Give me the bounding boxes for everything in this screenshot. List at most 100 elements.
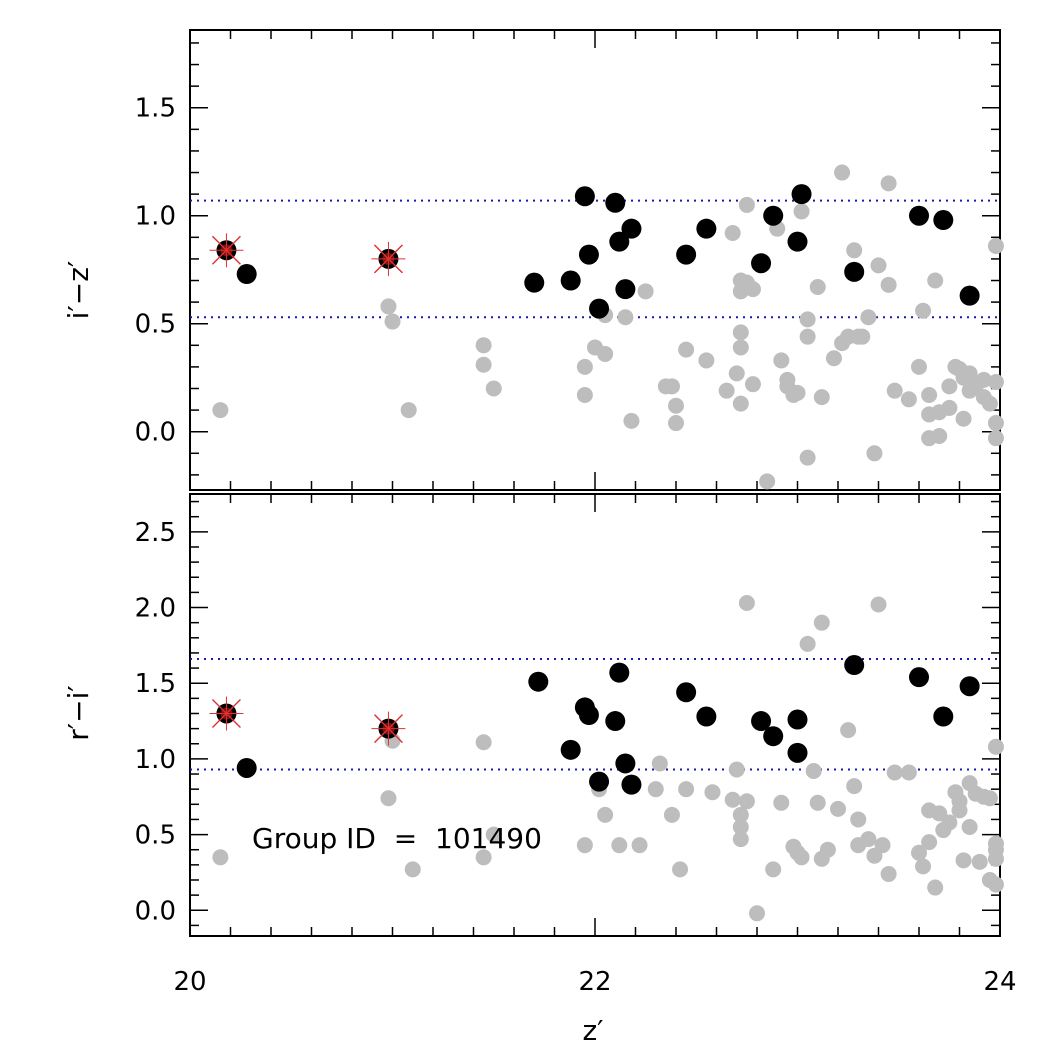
bottom-field-galaxy-point xyxy=(380,790,397,807)
bottom-member-galaxy-point xyxy=(763,726,784,747)
top-field-galaxy-point xyxy=(732,324,749,341)
bottom-field-galaxy-point xyxy=(900,764,917,781)
bottom-member-galaxy-point xyxy=(605,711,626,732)
top-field-galaxy-point xyxy=(475,337,492,354)
bottom-y-tick-label: 2.5 xyxy=(135,518,176,548)
top-member-galaxy-point xyxy=(844,261,865,282)
bottom-member-galaxy-point xyxy=(621,774,642,795)
top-field-galaxy-point xyxy=(212,402,229,419)
top-field-galaxy-point xyxy=(475,356,492,373)
bottom-y-tick-label: 0.0 xyxy=(135,896,176,926)
top-member-galaxy-point xyxy=(933,210,954,231)
top-field-galaxy-point xyxy=(732,395,749,412)
top-member-galaxy-point xyxy=(236,264,257,285)
top-field-galaxy-point xyxy=(617,309,634,326)
bottom-field-galaxy-point xyxy=(819,841,836,858)
top-field-galaxy-point xyxy=(955,410,972,427)
top-field-galaxy-point xyxy=(668,415,684,432)
bottom-field-galaxy-point xyxy=(738,793,755,810)
bottom-field-galaxy-point xyxy=(404,861,421,878)
bottom-field-galaxy-point xyxy=(955,852,972,869)
bottom-field-galaxy-point xyxy=(987,850,1004,867)
x-tick-label: 22 xyxy=(578,967,611,997)
bottom-field-galaxy-point xyxy=(830,800,846,817)
top-field-galaxy-point xyxy=(744,376,761,393)
bottom-field-galaxy-point xyxy=(631,837,648,854)
bottom-field-galaxy-point xyxy=(732,806,749,823)
top-field-galaxy-point xyxy=(846,242,863,259)
top-member-galaxy-point xyxy=(621,218,642,239)
bottom-field-galaxy-point xyxy=(485,826,502,843)
top-field-galaxy-point xyxy=(728,365,745,382)
bottom-field-galaxy-point xyxy=(475,849,492,866)
bottom-field-galaxy-point xyxy=(597,806,614,823)
top-field-galaxy-point xyxy=(880,175,897,192)
bottom-y-tick-label: 1.5 xyxy=(135,669,176,699)
top-field-galaxy-point xyxy=(637,283,654,300)
top-member-galaxy-point xyxy=(578,244,599,265)
x-axis-label: z′ xyxy=(582,1014,603,1047)
top-y-axis-label: i′−z′ xyxy=(62,261,95,320)
bottom-panel: 0.0 0.5 1.0 1.5 2.0 2.5 20 22 24 xyxy=(135,493,1017,997)
bottom-field-galaxy-point xyxy=(576,837,593,854)
bottom-field-galaxy-point xyxy=(672,861,689,878)
bottom-member-galaxy-point xyxy=(676,682,697,703)
bottom-member-galaxy-point xyxy=(609,662,630,683)
group-id-annotation: Group ID = 101490 xyxy=(252,822,542,855)
bottom-member-galaxy-point xyxy=(751,711,772,732)
top-field-galaxy-point xyxy=(854,328,871,345)
bottom-field-galaxy-point xyxy=(846,778,863,795)
bottom-field-galaxy-point xyxy=(728,761,745,778)
bottom-field-galaxy-point xyxy=(870,596,887,613)
bottom-member-galaxy-point xyxy=(615,753,636,774)
bottom-field-galaxy-point xyxy=(793,849,810,866)
top-field-galaxy-point xyxy=(987,374,1004,391)
top-member-galaxy-point xyxy=(763,205,784,226)
bottom-field-galaxy-point xyxy=(886,764,903,781)
bottom-field-galaxy-point xyxy=(874,837,891,854)
bottom-field-galaxy-point xyxy=(678,781,695,798)
bottom-field-galaxy-point xyxy=(813,614,830,631)
top-field-galaxy-point xyxy=(663,378,680,395)
top-field-galaxy-point xyxy=(915,302,932,319)
top-field-galaxy-point xyxy=(981,395,998,412)
bottom-field-galaxy-point xyxy=(961,819,978,836)
bottom-member-galaxy-point xyxy=(933,706,954,727)
top-field-galaxy-point xyxy=(668,397,684,414)
bottom-member-galaxy-point xyxy=(560,739,581,760)
bottom-field-galaxy-point xyxy=(732,831,749,848)
top-field-galaxy-point xyxy=(718,382,735,399)
top-member-galaxy-point xyxy=(574,186,595,207)
top-field-galaxy-point xyxy=(927,272,944,289)
top-field-galaxy-point xyxy=(941,399,958,416)
bottom-field-galaxy-point xyxy=(850,811,867,828)
bottom-field-galaxy-point xyxy=(927,879,944,896)
bottom-field-galaxy-point xyxy=(738,594,755,611)
top-field-galaxy-point xyxy=(987,430,1004,447)
bottom-field-galaxy-point xyxy=(773,794,790,811)
x-tick-label: 20 xyxy=(173,967,206,997)
top-y-tick-label: 0.5 xyxy=(135,310,176,340)
bottom-member-galaxy-point xyxy=(589,771,610,792)
top-field-galaxy-point xyxy=(886,382,903,399)
top-field-galaxy-point xyxy=(623,412,640,429)
bottom-field-galaxy-point xyxy=(805,763,822,780)
bottom-field-galaxy-point xyxy=(921,834,938,851)
bottom-y-tick-label: 1.0 xyxy=(135,745,176,775)
top-member-galaxy-point xyxy=(751,253,772,274)
bottom-y-tick-label: 2.0 xyxy=(135,594,176,624)
top-y-tick-label: 0.0 xyxy=(135,418,176,448)
bottom-member-galaxy-point xyxy=(787,709,808,730)
top-field-galaxy-point xyxy=(866,445,883,462)
top-field-galaxy-point xyxy=(987,415,1004,432)
top-member-galaxy-point xyxy=(787,231,808,252)
top-y-tick-label: 1.5 xyxy=(135,94,176,124)
bottom-field-galaxy-point xyxy=(860,831,877,848)
bottom-member-galaxy-point xyxy=(959,676,980,697)
bottom-field-galaxy-point xyxy=(704,784,721,801)
top-field-galaxy-point xyxy=(678,341,695,358)
bottom-field-galaxy-point xyxy=(840,722,857,739)
top-field-galaxy-point xyxy=(799,449,816,466)
bottom-field-galaxy-point xyxy=(475,734,492,751)
